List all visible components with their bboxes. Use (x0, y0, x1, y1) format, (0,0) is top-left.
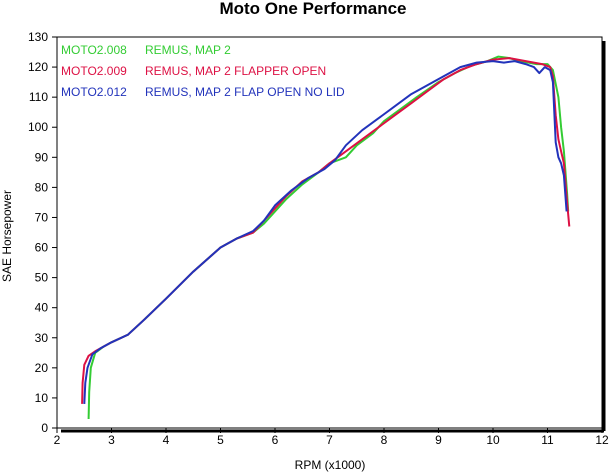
x-tick-label: 4 (163, 433, 170, 447)
axis-ticks: 2 3 4 5 6 7 8 9 10 11 1201020304050607080901001101… (28, 30, 609, 447)
legend-entry-id: MOTO2.012 (61, 85, 127, 99)
x-tick-label: 7 (326, 433, 333, 447)
legend: MOTO2.008 REMUS, MAP 2 MOTO2.009 REMUS, MAP… (61, 43, 345, 99)
y-tick-label: 100 (28, 120, 48, 134)
y-tick-label: 20 (35, 361, 49, 375)
y-tick-label: 80 (35, 180, 49, 194)
legend-entry-id: MOTO2.008 (61, 43, 127, 57)
chart-title: Moto One Performance (219, 0, 406, 18)
legend-entry-desc: REMUS, MAP 2 (145, 43, 231, 57)
legend-entry-id: MOTO2.009 (61, 64, 127, 78)
series-line (83, 60, 568, 404)
y-tick-label: 60 (35, 241, 49, 255)
plot-area (56, 36, 603, 429)
y-tick-label: 70 (35, 210, 49, 224)
y-tick-label: 120 (28, 60, 48, 74)
x-tick-label: 2 (54, 433, 61, 447)
x-tick-label: 10 (486, 433, 500, 447)
y-tick-label: 130 (28, 30, 48, 44)
y-tick-label: 30 (35, 331, 49, 345)
y-tick-label: 0 (41, 421, 48, 435)
x-tick-label: 9 (435, 433, 442, 447)
x-tick-label: 5 (217, 433, 224, 447)
y-tick-label: 10 (35, 391, 49, 405)
x-tick-label: 12 (595, 433, 609, 447)
x-tick-label: 8 (381, 433, 388, 447)
y-axis-label: SAE Horsepower (0, 190, 14, 282)
y-tick-label: 110 (29, 90, 48, 104)
x-axis-label: RPM (x1000) (295, 458, 366, 472)
series-lines (81, 55, 571, 420)
x-tick-label: 3 (108, 433, 115, 447)
legend-entry-desc: REMUS, MAP 2 FLAPPER OPEN (145, 64, 326, 78)
x-tick-label: 11 (541, 433, 554, 447)
y-tick-label: 40 (35, 301, 49, 315)
y-tick-label: 90 (35, 150, 49, 164)
legend-entry-desc: REMUS, MAP 2 FLAP OPEN NO LID (145, 85, 345, 99)
y-tick-label: 50 (35, 271, 49, 285)
x-tick-label: 6 (272, 433, 279, 447)
